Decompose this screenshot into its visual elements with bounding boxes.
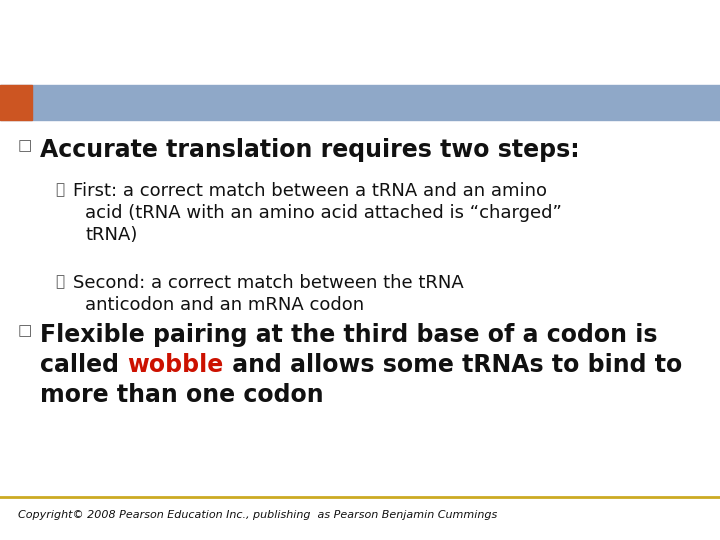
Text: Second: a correct match between the tRNA: Second: a correct match between the tRNA [73,274,464,292]
Text: □: □ [18,138,32,153]
Text: Flexible pairing at the third base of a codon is: Flexible pairing at the third base of a … [40,323,657,347]
Text: ⦿: ⦿ [55,274,64,289]
Text: Accurate translation requires two steps:: Accurate translation requires two steps: [40,138,580,162]
Bar [0,85,720,120]
Text: Copyright© 2008 Pearson Education Inc., publishing  as Pearson Benjamin Cummings: Copyright© 2008 Pearson Education Inc., … [18,510,498,520]
Text: anticodon and an mRNA codon: anticodon and an mRNA codon [85,296,364,314]
Text: wobble: wobble [127,353,223,377]
Text: more than one codon: more than one codon [40,383,323,407]
Text: and allows some tRNAs to bind to: and allows some tRNAs to bind to [223,353,682,377]
Text: called: called [40,353,127,377]
Text: acid (tRNA with an amino acid attached is “charged”: acid (tRNA with an amino acid attached i… [85,204,562,222]
Text: ⦿: ⦿ [55,182,64,197]
Text: tRNA): tRNA) [85,226,138,244]
Bar [0,85,32,120]
Text: □: □ [18,323,32,338]
Text: First: a correct match between a tRNA and an amino: First: a correct match between a tRNA an… [73,182,547,200]
